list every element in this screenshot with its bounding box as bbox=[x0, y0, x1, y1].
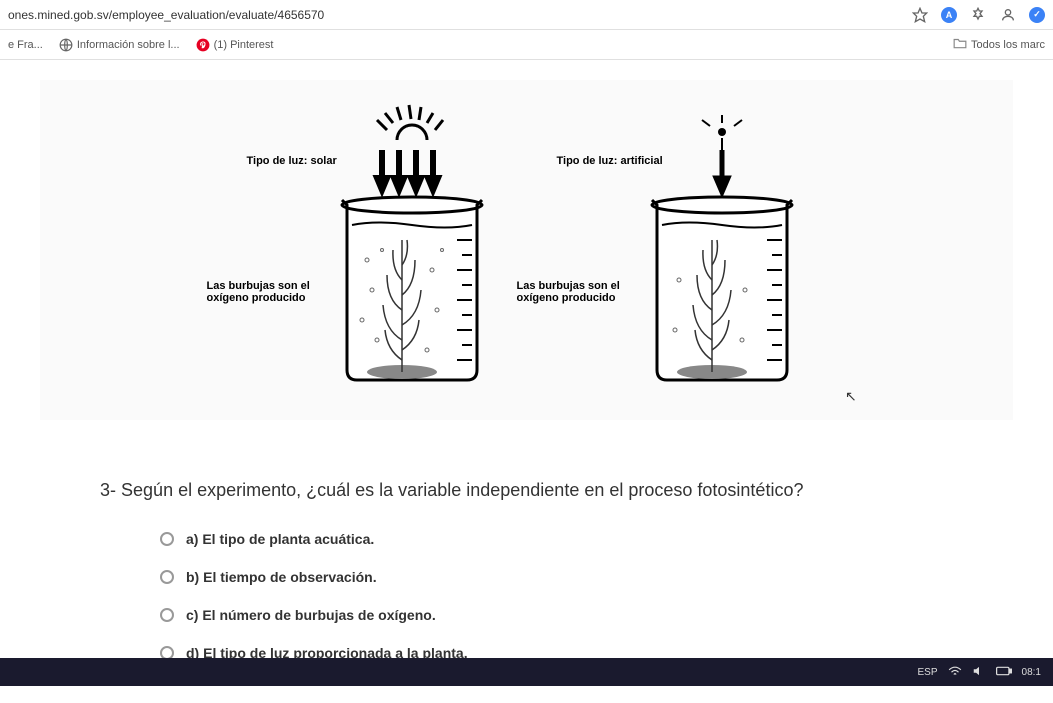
folder-icon bbox=[953, 37, 967, 52]
experiment-figure: Tipo de luz: solar Las burbujas son el o… bbox=[40, 80, 1013, 420]
bookmark-label: (1) Pinterest bbox=[214, 39, 274, 51]
bookmark-item-fra[interactable]: e Fra... bbox=[8, 39, 43, 51]
star-icon[interactable] bbox=[911, 6, 929, 24]
artificial-bubble-label: Las burbujas son el oxígeno producido bbox=[517, 280, 627, 304]
bookmark-label: Información sobre l... bbox=[77, 39, 180, 51]
question-number: 3- bbox=[100, 480, 116, 500]
experiment-artificial: Tipo de luz: artificial Las burbujas son… bbox=[557, 100, 837, 400]
option-label: b) El tiempo de observación. bbox=[186, 569, 377, 585]
sound-icon[interactable] bbox=[972, 665, 986, 680]
radio-icon[interactable] bbox=[160, 570, 174, 584]
url-actions: A ✓ bbox=[911, 6, 1045, 24]
solar-diagram bbox=[217, 100, 497, 400]
url-bar: ones.mined.gob.sv/employee_evaluation/ev… bbox=[0, 0, 1053, 30]
taskbar-lang[interactable]: ESP bbox=[918, 667, 938, 678]
taskbar-time[interactable]: 08:1 bbox=[1022, 667, 1041, 678]
artificial-light-label: Tipo de luz: artificial bbox=[557, 155, 663, 167]
bookmarks-bar: e Fra... Información sobre l... (1) Pint… bbox=[0, 30, 1053, 60]
pinterest-icon bbox=[196, 38, 210, 52]
globe-icon bbox=[59, 38, 73, 52]
radio-icon[interactable] bbox=[160, 532, 174, 546]
bookmark-item-info[interactable]: Información sobre l... bbox=[59, 38, 180, 52]
bookmark-item-pinterest[interactable]: (1) Pinterest bbox=[196, 38, 274, 52]
folder-label: Todos los marc bbox=[971, 39, 1045, 51]
solar-light-label: Tipo de luz: solar bbox=[247, 155, 337, 167]
option-label: c) El número de burbujas de oxígeno. bbox=[186, 607, 436, 623]
option-label: a) El tipo de planta acuática. bbox=[186, 531, 374, 547]
option-c[interactable]: c) El número de burbujas de oxígeno. bbox=[160, 607, 953, 623]
option-a[interactable]: a) El tipo de planta acuática. bbox=[160, 531, 953, 547]
bookmarks-folder[interactable]: Todos los marc bbox=[953, 37, 1045, 52]
page-content: Tipo de luz: solar Las burbujas son el o… bbox=[0, 60, 1053, 703]
question-body: Según el experimento, ¿cuál es la variab… bbox=[121, 480, 803, 500]
verified-icon[interactable]: ✓ bbox=[1029, 7, 1045, 23]
option-b[interactable]: b) El tiempo de observación. bbox=[160, 569, 953, 585]
question-text: 3- Según el experimento, ¿cuál es la var… bbox=[100, 480, 953, 501]
experiment-solar: Tipo de luz: solar Las burbujas son el o… bbox=[217, 100, 497, 400]
profile-badge-icon[interactable]: A bbox=[941, 7, 957, 23]
question-block: 3- Según el experimento, ¿cuál es la var… bbox=[40, 480, 1013, 661]
extensions-icon[interactable] bbox=[969, 6, 987, 24]
radio-icon[interactable] bbox=[160, 608, 174, 622]
account-icon[interactable] bbox=[999, 6, 1017, 24]
solar-bubble-label: Las burbujas son el oxígeno producido bbox=[207, 280, 317, 304]
cursor-icon: ↖ bbox=[845, 388, 857, 405]
taskbar: ESP 08:1 bbox=[0, 658, 1053, 686]
bookmark-label: e Fra... bbox=[8, 39, 43, 51]
url-text[interactable]: ones.mined.gob.sv/employee_evaluation/ev… bbox=[8, 8, 911, 22]
wifi-icon[interactable] bbox=[948, 665, 962, 680]
options-list: a) El tipo de planta acuática. b) El tie… bbox=[100, 531, 953, 661]
artificial-diagram bbox=[557, 100, 837, 400]
battery-icon[interactable] bbox=[996, 666, 1012, 679]
